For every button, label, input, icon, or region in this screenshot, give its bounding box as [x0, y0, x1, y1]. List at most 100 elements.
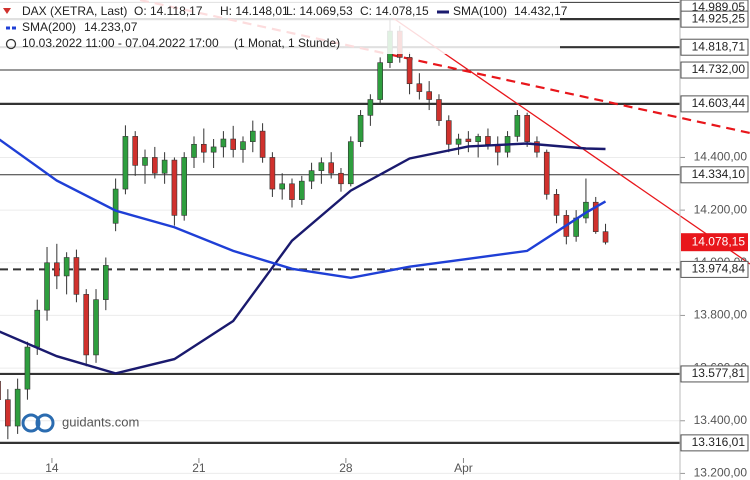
level-label: 14.818,71	[692, 39, 746, 53]
instrument: DAX (XETRA, Last)	[22, 4, 127, 18]
level-label: 13.974,84	[692, 262, 746, 276]
trendline	[392, 17, 750, 265]
candle-body	[122, 136, 129, 190]
level-label-box	[680, 260, 749, 278]
candle-body	[220, 138, 227, 148]
candle-body	[0, 380, 1, 400]
legend-label: SMA(100)	[453, 4, 507, 18]
candle-body	[426, 91, 432, 100]
y-axis: 13.200,0013.400,0013.600,0013.800,0014.0…	[679, 0, 749, 480]
low: L: 14.069,53	[286, 4, 353, 18]
candle-body	[592, 201, 599, 232]
candle-body	[377, 62, 383, 100]
level-label-box	[680, 38, 749, 56]
open: O: 14.118,17	[134, 4, 203, 18]
high: H: 14.148,01	[220, 4, 289, 18]
candle-body	[328, 162, 334, 174]
header: DAX (XETRA, Last) O: 14.118,17 H: 14.148…	[0, 0, 568, 54]
candle-body	[553, 194, 560, 216]
sma-line	[0, 142, 606, 375]
close: C: 14.078,15	[360, 4, 429, 18]
last-price-label: 14.078,15	[692, 234, 746, 248]
x-axis: 14 21 28 Apr	[45, 458, 473, 475]
candle-body	[171, 159, 178, 216]
candle-body	[93, 299, 99, 356]
level-label: 14.334,10	[692, 167, 746, 181]
candle-body	[318, 162, 325, 171]
candle-body	[602, 231, 609, 243]
candle-body	[152, 157, 158, 174]
candle-body	[24, 346, 31, 390]
candle-body	[259, 130, 266, 158]
logo	[35, 413, 55, 433]
candle-body	[475, 136, 481, 142]
candle-body	[34, 309, 41, 348]
x-tick-label: 28	[339, 461, 353, 475]
candle-body	[436, 99, 442, 121]
legend-label: SMA(200)	[22, 20, 76, 34]
level-label-box	[680, 95, 749, 113]
candle-body	[44, 262, 50, 311]
candle-body	[534, 141, 540, 153]
candles	[0, 19, 609, 440]
candle-body	[445, 120, 452, 145]
candle-body	[279, 183, 285, 190]
candle-body	[465, 138, 472, 142]
candle-body	[406, 57, 413, 85]
moving-averages	[0, 138, 607, 375]
candle-body	[240, 141, 246, 150]
resolution: (1 Monat, 1 Stunde)	[234, 36, 340, 50]
candle-body	[485, 136, 491, 145]
last-price-box	[681, 233, 748, 252]
candle-body	[14, 388, 21, 427]
candle-body	[191, 143, 197, 158]
candle-body	[201, 143, 207, 153]
y-tick-label: 13.800,00	[694, 308, 748, 322]
candle-body	[416, 83, 423, 92]
candle-body	[54, 262, 60, 277]
candle-body	[269, 157, 276, 190]
candle-body	[338, 172, 344, 185]
candle-body	[583, 201, 589, 219]
legend-value: 14.233,07	[84, 20, 138, 34]
candle-body	[73, 257, 80, 295]
candle-body	[181, 157, 188, 216]
candle-body	[5, 399, 11, 427]
y-tick-label: 14.200,00	[694, 202, 748, 216]
candle-body	[83, 294, 90, 356]
candle-body	[524, 115, 530, 142]
watermark-text: guidants.com	[62, 414, 139, 429]
logo	[21, 413, 41, 433]
x-tick-label: Apr	[454, 461, 473, 475]
legend-value: 14.432,17	[514, 4, 568, 18]
candle-body	[103, 265, 109, 300]
candle-body	[308, 170, 315, 182]
candle-body	[210, 146, 217, 153]
candle-body	[132, 136, 139, 166]
candle-body	[357, 115, 364, 142]
candle-body	[289, 183, 295, 200]
y-tick-label: 13.200,00	[694, 466, 748, 480]
candle-body	[230, 138, 236, 150]
header-bg	[0, 0, 560, 54]
level-label-box	[680, 10, 749, 28]
level-label-box	[680, 61, 749, 79]
level-label: 13.316,01	[692, 435, 746, 449]
candle-body	[63, 257, 70, 277]
clock-icon	[5, 38, 17, 50]
candle-body	[367, 99, 374, 116]
level-label-box	[680, 434, 749, 452]
candle-body	[249, 130, 256, 142]
level-label: 14.603,44	[692, 96, 746, 110]
candle-body	[142, 157, 148, 166]
y-tick-label: 13.400,00	[694, 413, 748, 427]
x-tick-label: 14	[45, 461, 59, 475]
level-label: 13.577,81	[692, 366, 746, 380]
trendlines	[139, 0, 750, 265]
watermark: guidants.com	[21, 413, 139, 433]
level-label: 14.925,25	[692, 11, 746, 25]
level-label: 14.732,00	[692, 62, 746, 76]
y-tick-label: 14.400,00	[694, 150, 748, 164]
level-label-box	[680, 166, 749, 184]
